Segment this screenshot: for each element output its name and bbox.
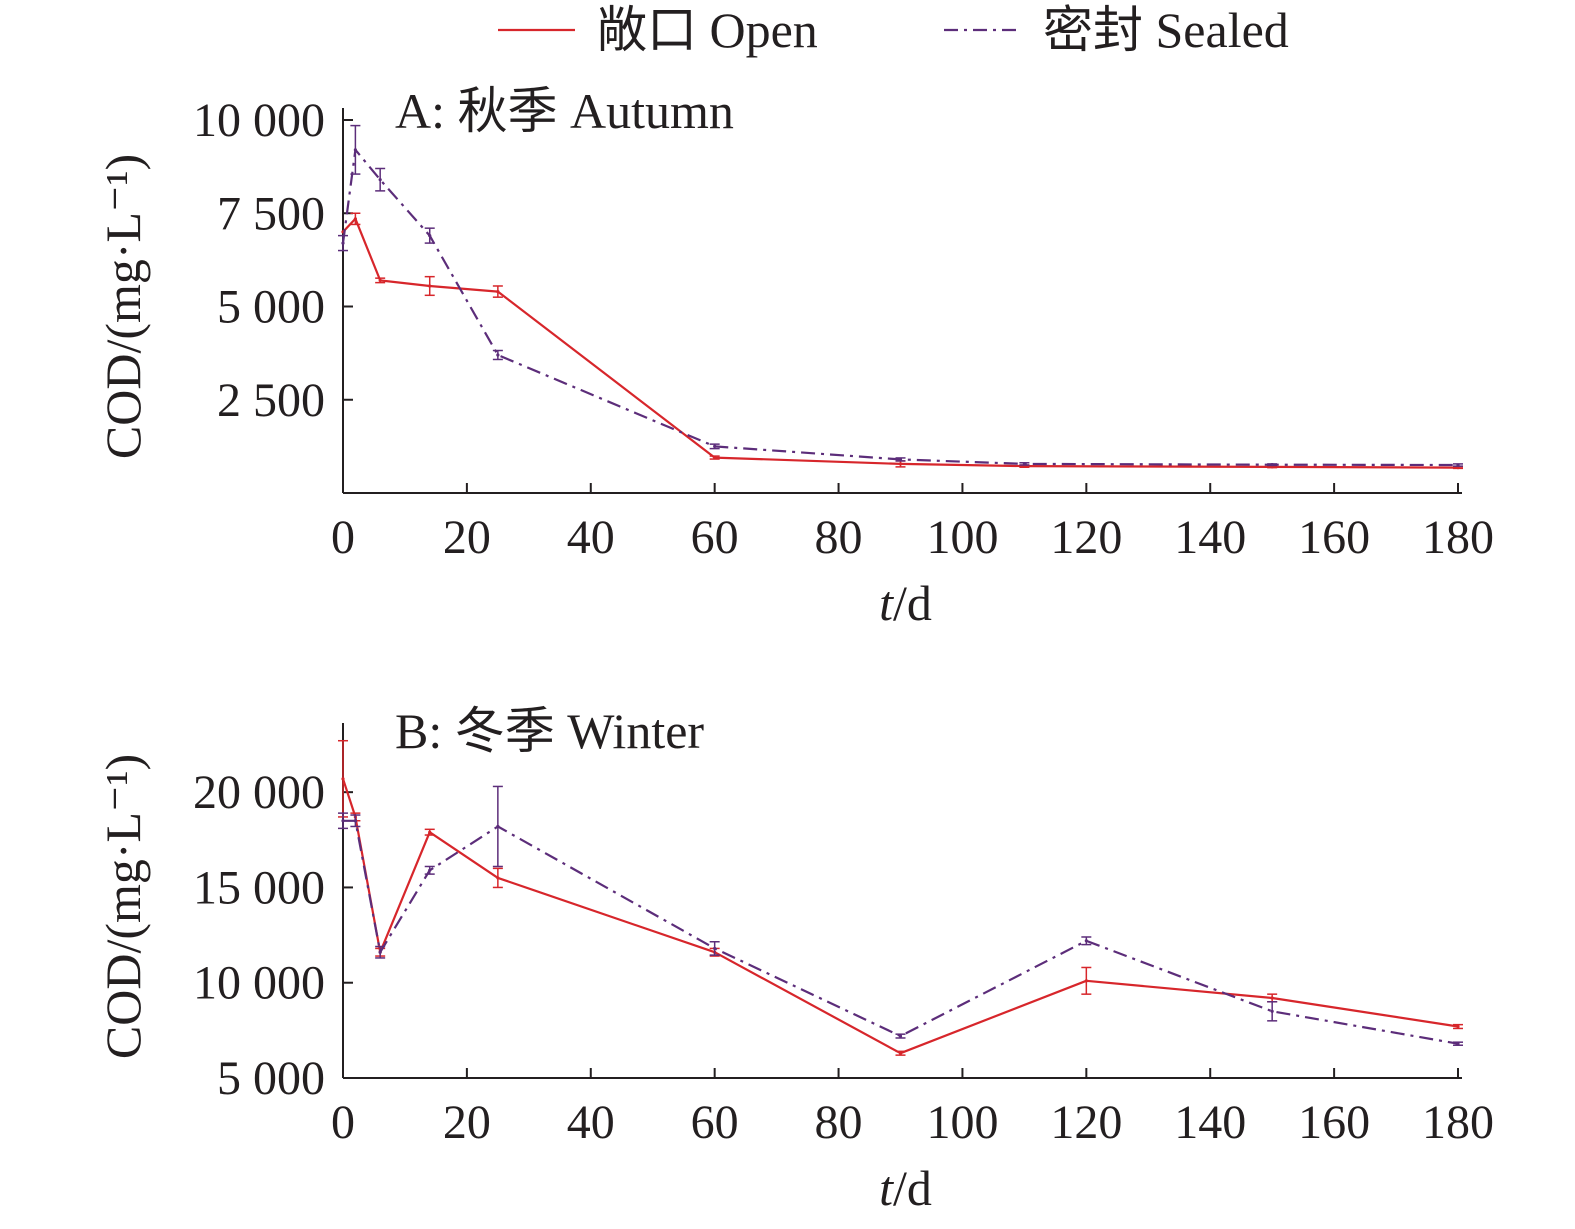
panel-title: B: 冬季 Winter — [395, 703, 704, 759]
data-point-sealed — [496, 353, 500, 357]
x-tick-label: 20 — [443, 511, 491, 564]
data-point-sealed — [353, 148, 357, 152]
data-point-sealed — [1270, 1009, 1274, 1013]
x-tick-label: 140 — [1174, 511, 1246, 564]
x-tick-label: 60 — [691, 511, 739, 564]
data-point-sealed — [378, 950, 382, 954]
x-tick-label: 120 — [1050, 1096, 1122, 1149]
data-point-sealed — [341, 819, 345, 823]
y-tick-label: 10 000 — [193, 94, 325, 147]
data-point-sealed — [341, 241, 345, 245]
panel-autumn: 0 20 40 60 80 100 120 140 160 180 2 500 5 000 7 500 1… — [95, 83, 1494, 631]
x-tick-label: 40 — [567, 511, 615, 564]
data-point-sealed — [1270, 463, 1274, 467]
data-point-sealed — [713, 946, 717, 951]
data-point-open — [353, 217, 357, 221]
data-point-open — [341, 777, 345, 781]
y-tick-label: 5 000 — [217, 281, 325, 334]
x-tick-label: 160 — [1298, 1096, 1370, 1149]
data-point-open — [428, 284, 432, 288]
x-axis-title: t/d — [879, 575, 932, 631]
x-tick-label: 140 — [1174, 1096, 1246, 1149]
legend-label-sealed: 密封 Sealed — [1043, 2, 1289, 58]
data-point-open — [898, 1051, 903, 1055]
y-tick-label: 10 000 — [193, 957, 325, 1010]
x-tick-label: 80 — [815, 1096, 863, 1149]
legend-label-open: 敞口 Open — [597, 2, 818, 58]
data-point-open — [1084, 979, 1088, 983]
y-tick-label: 5 000 — [217, 1052, 325, 1105]
x-axis-title: t/d — [879, 1160, 932, 1216]
data-point-open — [1270, 996, 1274, 1000]
x-tick-label: 60 — [691, 1096, 739, 1149]
data-point-open — [378, 278, 382, 282]
x-tick-label: 180 — [1422, 1096, 1494, 1149]
x-tick-label: 40 — [567, 1096, 615, 1149]
data-point-open — [496, 876, 500, 880]
x-tick-label: 180 — [1422, 511, 1494, 564]
data-point-sealed — [898, 457, 903, 462]
data-point-open — [713, 455, 717, 460]
data-point-open — [1456, 1024, 1460, 1029]
x-tick-label: 0 — [331, 1096, 355, 1149]
series-line-open — [342, 217, 1459, 469]
series-line-open — [341, 778, 1459, 1055]
y-axis-title: COD/(mg·L⁻¹) — [95, 154, 151, 459]
data-point-sealed — [428, 868, 432, 872]
series-line-sealed — [341, 148, 1459, 467]
y-tick-label: 2 500 — [217, 374, 325, 427]
series-line-sealed — [343, 819, 1459, 1045]
data-point-sealed — [713, 444, 717, 448]
y-tick-label: 20 000 — [193, 766, 325, 819]
data-point-sealed — [898, 1034, 903, 1038]
data-point-open — [898, 462, 903, 466]
data-point-sealed — [378, 178, 382, 182]
data-point-open — [496, 289, 500, 294]
legend: 敞口 Open 密封 Sealed — [498, 2, 1289, 58]
x-tick-label: 120 — [1050, 511, 1122, 564]
panel-winter: 0 20 40 60 80 100 120 140 160 180 5 000 10 000 15 00… — [95, 703, 1494, 1216]
x-tick-label: 160 — [1298, 511, 1370, 564]
panel-title: A: 秋季 Autumn — [395, 83, 734, 139]
data-point-sealed — [1456, 463, 1460, 467]
x-tick-label: 20 — [443, 1096, 491, 1149]
y-tick-label: 7 500 — [217, 187, 325, 240]
y-axis-title: COD/(mg·L⁻¹) — [95, 754, 151, 1059]
data-point-sealed — [1022, 462, 1026, 466]
y-tick-label: 15 000 — [193, 861, 325, 914]
x-tick-label: 80 — [815, 511, 863, 564]
data-point-sealed — [1456, 1042, 1460, 1046]
data-point-sealed — [428, 234, 432, 238]
data-point-open — [428, 830, 432, 834]
x-tick-label: 0 — [331, 511, 355, 564]
data-point-sealed — [353, 819, 357, 823]
x-tick-label: 100 — [926, 511, 998, 564]
data-point-sealed — [1084, 939, 1088, 943]
data-point-sealed — [496, 824, 500, 829]
x-tick-label: 100 — [926, 1096, 998, 1149]
